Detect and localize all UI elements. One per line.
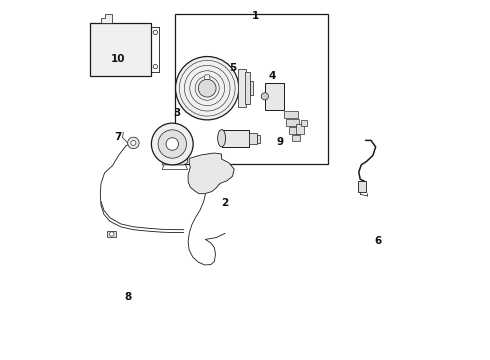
Bar xyxy=(257,135,260,143)
Bar xyxy=(296,124,304,134)
Bar xyxy=(358,181,367,192)
Circle shape xyxy=(127,137,139,149)
Text: 5: 5 xyxy=(229,63,236,73)
Polygon shape xyxy=(101,14,112,23)
Circle shape xyxy=(261,93,269,100)
Bar xyxy=(248,133,257,144)
Bar xyxy=(250,81,253,95)
Polygon shape xyxy=(204,75,210,79)
Circle shape xyxy=(198,79,216,97)
Text: 4: 4 xyxy=(269,71,276,81)
Polygon shape xyxy=(188,153,234,194)
Circle shape xyxy=(151,123,193,165)
Text: 10: 10 xyxy=(111,54,125,64)
Circle shape xyxy=(153,64,157,69)
Bar xyxy=(238,69,246,107)
Bar xyxy=(292,135,300,141)
Text: 3: 3 xyxy=(173,108,180,118)
Circle shape xyxy=(153,30,157,35)
Polygon shape xyxy=(162,153,187,165)
Circle shape xyxy=(110,232,114,236)
Text: 8: 8 xyxy=(124,292,132,302)
Ellipse shape xyxy=(218,130,225,147)
Circle shape xyxy=(131,140,136,145)
Bar xyxy=(286,119,298,126)
Text: 2: 2 xyxy=(221,198,229,208)
Bar xyxy=(265,83,284,110)
Circle shape xyxy=(175,57,239,120)
Text: 9: 9 xyxy=(277,137,284,147)
Bar xyxy=(289,127,299,134)
Bar xyxy=(107,231,117,237)
Text: 6: 6 xyxy=(374,236,382,246)
Circle shape xyxy=(158,130,187,158)
Bar xyxy=(221,130,248,147)
Bar xyxy=(175,14,328,164)
Bar xyxy=(301,120,307,126)
Bar xyxy=(284,111,298,118)
Text: 1: 1 xyxy=(251,11,259,21)
Circle shape xyxy=(166,138,178,150)
Text: 7: 7 xyxy=(115,132,122,142)
Bar xyxy=(90,23,151,76)
Bar xyxy=(245,72,250,104)
